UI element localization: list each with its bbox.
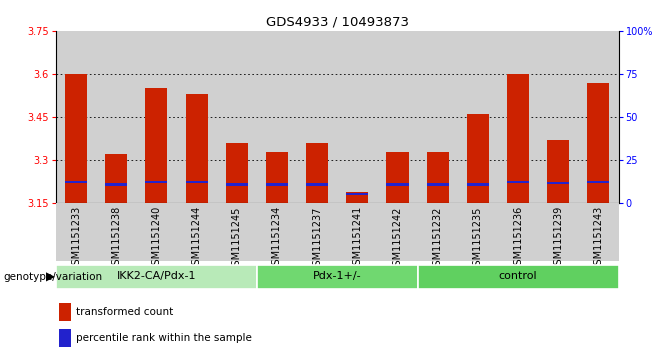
Bar (578, 31, 619, 203)
Bar (426, 183, 449, 186)
Bar (176, 31, 216, 203)
Bar (176, 203, 216, 261)
Bar (467, 183, 489, 186)
Bar (266, 151, 288, 203)
Bar (56, 31, 96, 203)
Text: GSM1151243: GSM1151243 (594, 206, 603, 272)
Bar (507, 180, 529, 183)
Bar (96, 203, 136, 261)
Bar (136, 203, 176, 261)
Text: GSM1151244: GSM1151244 (191, 206, 201, 272)
Bar (346, 192, 368, 203)
Bar (145, 180, 167, 183)
Bar (418, 31, 458, 203)
Bar (56, 203, 96, 261)
Text: percentile rank within the sample: percentile rank within the sample (76, 333, 251, 343)
Bar (186, 180, 208, 183)
Text: GSM1151241: GSM1151241 (352, 206, 363, 272)
Text: Pdx-1+/-: Pdx-1+/- (313, 271, 361, 281)
Bar (498, 31, 538, 203)
Bar (538, 203, 578, 261)
Bar (65, 74, 87, 203)
Bar (418, 203, 458, 261)
Bar (386, 183, 409, 186)
Bar (507, 74, 529, 203)
Text: GSM1151240: GSM1151240 (151, 206, 161, 272)
Bar (105, 154, 127, 203)
Bar (306, 143, 328, 203)
Text: GSM1151236: GSM1151236 (513, 206, 523, 272)
FancyBboxPatch shape (56, 265, 257, 289)
Text: GSM1151242: GSM1151242 (393, 206, 403, 272)
Bar (136, 31, 176, 203)
Bar (257, 31, 297, 203)
FancyBboxPatch shape (257, 265, 418, 289)
Text: GSM1151239: GSM1151239 (553, 206, 563, 272)
Bar (458, 203, 498, 261)
FancyBboxPatch shape (418, 265, 619, 289)
Bar (588, 82, 609, 203)
Bar (426, 151, 449, 203)
Bar (547, 182, 569, 184)
Bar (588, 180, 609, 183)
Text: IKK2-CA/Pdx-1: IKK2-CA/Pdx-1 (116, 271, 196, 281)
Bar (467, 114, 489, 203)
Bar (346, 193, 368, 195)
Bar (458, 31, 498, 203)
Bar (226, 183, 248, 186)
Bar (297, 203, 337, 261)
Text: GSM1151238: GSM1151238 (111, 206, 121, 272)
Bar (538, 31, 578, 203)
Bar (378, 31, 418, 203)
Text: ▶: ▶ (45, 270, 55, 284)
Text: GSM1151235: GSM1151235 (473, 206, 483, 272)
Text: GSM1151233: GSM1151233 (71, 206, 81, 272)
Text: transformed count: transformed count (76, 307, 173, 317)
Bar (226, 143, 248, 203)
Bar (297, 31, 337, 203)
Title: GDS4933 / 10493873: GDS4933 / 10493873 (266, 15, 409, 28)
Bar (186, 94, 208, 203)
Text: GSM1151237: GSM1151237 (312, 206, 322, 272)
Bar (386, 151, 409, 203)
Bar (105, 183, 127, 186)
Bar (547, 140, 569, 203)
Bar (65, 180, 87, 183)
Bar (96, 31, 136, 203)
Bar (578, 203, 619, 261)
Bar (216, 31, 257, 203)
Bar (338, 203, 378, 261)
Bar (257, 203, 297, 261)
Text: GSM1151232: GSM1151232 (433, 206, 443, 272)
Bar (498, 203, 538, 261)
Text: control: control (499, 271, 538, 281)
Text: GSM1151234: GSM1151234 (272, 206, 282, 272)
Bar (378, 203, 418, 261)
Bar (266, 183, 288, 186)
Text: genotype/variation: genotype/variation (3, 272, 103, 282)
Bar (145, 88, 167, 203)
Text: GSM1151245: GSM1151245 (232, 206, 241, 272)
Bar (216, 203, 257, 261)
Bar (338, 31, 378, 203)
Bar (306, 183, 328, 186)
